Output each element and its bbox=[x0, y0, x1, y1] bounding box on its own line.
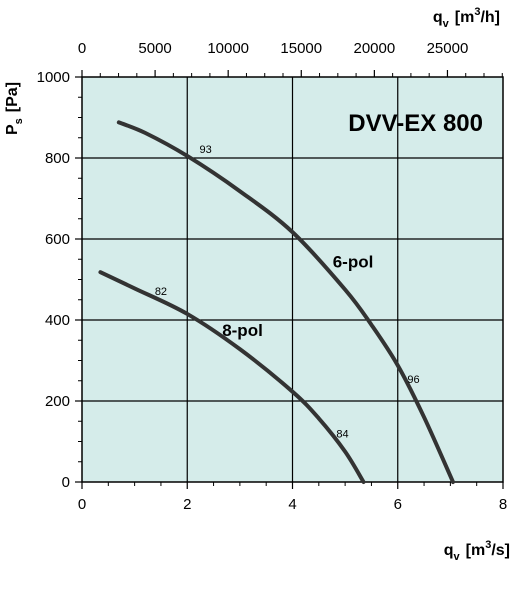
x-top-tick-label: 20000 bbox=[354, 40, 396, 57]
y-tick-label: 400 bbox=[45, 312, 70, 329]
y-axis-title: Ps[Pa] bbox=[4, 82, 25, 135]
curve-labels: 6-pol 8-pol 93 96 82 84 bbox=[155, 144, 420, 440]
x-top-tick-label: 0 bbox=[78, 40, 86, 57]
x-bottom-tick-label: 4 bbox=[288, 496, 296, 513]
x-bottom-tick-label: 6 bbox=[394, 496, 402, 513]
x-bottom-tick-label: 8 bbox=[499, 496, 507, 513]
x-top-tick-label: 5000 bbox=[138, 40, 171, 57]
x-top-tick-label: 25000 bbox=[427, 40, 469, 57]
efficiency-label: 82 bbox=[155, 286, 167, 298]
curve-8-pol bbox=[98, 270, 366, 484]
y-tick-label: 600 bbox=[45, 231, 70, 248]
series-label: 8-pol bbox=[222, 321, 263, 340]
y-tick-label: 0 bbox=[62, 474, 70, 491]
x-bottom-axis-title: qv [m3/s] bbox=[444, 539, 510, 563]
x-top-tick-label: 15000 bbox=[280, 40, 322, 57]
y-tick-label: 1000 bbox=[37, 69, 70, 86]
y-tick-label: 800 bbox=[45, 150, 70, 167]
series-label: 6-pol bbox=[333, 252, 374, 271]
x-bottom-tick-label: 0 bbox=[78, 496, 86, 513]
y-tick-label: 200 bbox=[45, 393, 70, 410]
efficiency-label: 93 bbox=[200, 144, 212, 156]
efficiency-label: 96 bbox=[407, 374, 419, 386]
fan-curves bbox=[98, 120, 456, 484]
efficiency-label: 84 bbox=[336, 428, 348, 440]
x-top-tick-label: 10000 bbox=[207, 40, 249, 57]
x-top-axis-title: qv [m3/h] bbox=[433, 6, 500, 30]
grid-lines bbox=[82, 77, 503, 482]
curve-6-pol bbox=[116, 120, 456, 484]
x-bottom-tick-label: 2 bbox=[183, 496, 191, 513]
chart-title: DVV-EX 800 bbox=[348, 110, 483, 137]
